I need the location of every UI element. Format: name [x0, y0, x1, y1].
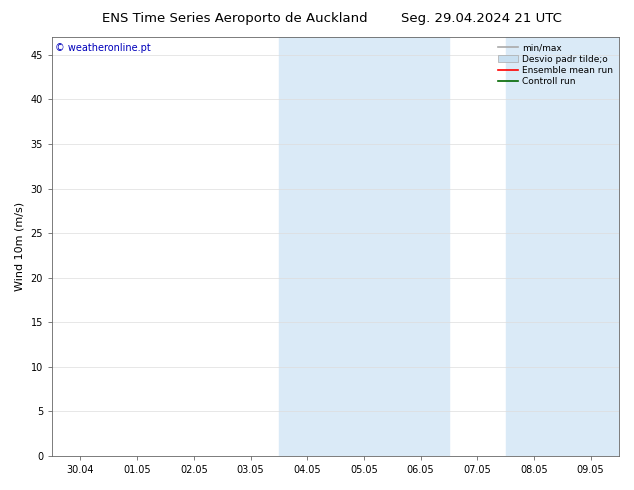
Text: ENS Time Series Aeroporto de Auckland: ENS Time Series Aeroporto de Auckland	[102, 12, 367, 25]
Text: © weatheronline.pt: © weatheronline.pt	[55, 43, 151, 53]
Bar	[506, 37, 619, 456]
Text: Seg. 29.04.2024 21 UTC: Seg. 29.04.2024 21 UTC	[401, 12, 562, 25]
Legend: min/max, Desvio padr tilde;o, Ensemble mean run, Controll run: min/max, Desvio padr tilde;o, Ensemble m…	[496, 42, 614, 88]
Bar	[279, 37, 449, 456]
Y-axis label: Wind 10m (m/s): Wind 10m (m/s)	[15, 202, 25, 291]
